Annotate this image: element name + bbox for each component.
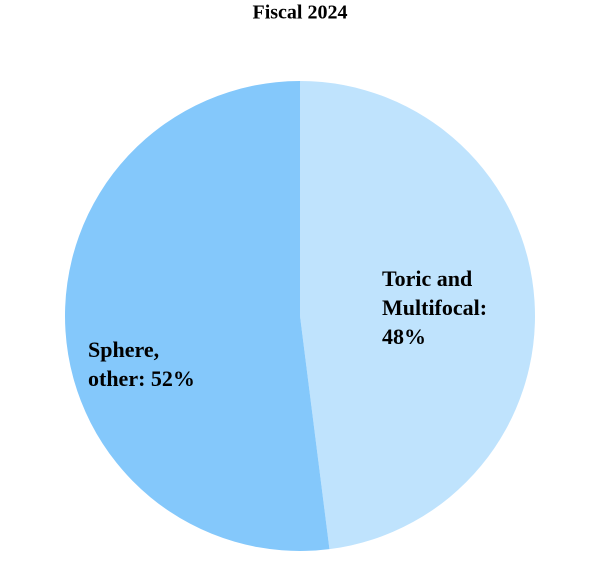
pie-slice [65,81,330,551]
slice-label: 48% [382,324,426,349]
slice-label: Sphere, [88,337,159,362]
chart-title: Fiscal 2024 [253,2,348,24]
slice-label: Toric and [382,266,472,291]
pie-slice [300,81,536,550]
slice-label: other: 52% [88,366,195,391]
slice-label: Multifocal: [382,295,487,320]
